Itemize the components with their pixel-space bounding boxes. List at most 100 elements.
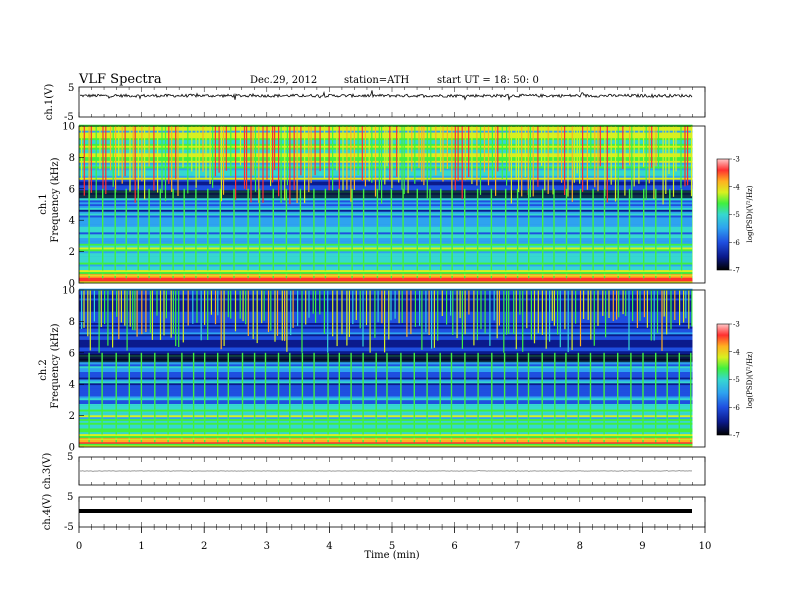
- sferic-streak: [319, 126, 321, 172]
- frequency-band: [79, 203, 693, 207]
- frequency-band: [79, 371, 693, 374]
- sferic-streak: [134, 290, 136, 331]
- frequency-band: [79, 181, 693, 184]
- frequency-band: [79, 132, 693, 135]
- periodic-line: [589, 352, 592, 444]
- frequency-band: [79, 296, 693, 299]
- frequency-band: [79, 337, 693, 340]
- sferic-streak: [672, 126, 675, 197]
- periodic-line: [115, 352, 117, 444]
- sferic-streak: [586, 126, 588, 190]
- sferic-streak: [442, 126, 444, 182]
- periodic-line: [490, 188, 493, 280]
- sferic-streak: [214, 290, 217, 325]
- frequency-band: [79, 369, 693, 372]
- sferic-streak: [571, 290, 573, 350]
- periodic-line: [426, 352, 428, 444]
- sferic-streak: [464, 126, 466, 181]
- frequency-band: [79, 158, 693, 161]
- sferic-streak: [386, 126, 388, 167]
- low-freq-line: [79, 442, 693, 444]
- frequency-band: [79, 154, 693, 158]
- sferic-streak: [639, 290, 641, 321]
- sferic-streak: [134, 126, 136, 203]
- sferic-streak: [112, 126, 114, 187]
- frequency-band: [79, 171, 693, 174]
- sferic-streak: [476, 290, 478, 341]
- sferic-streak: [308, 290, 310, 318]
- sferic-streak: [270, 290, 272, 331]
- frequency-band: [79, 198, 693, 201]
- sferic-streak: [680, 126, 682, 189]
- frequency-band: [79, 188, 693, 191]
- sferic-streak: [587, 290, 589, 320]
- colorbar-tick-label: -6: [733, 239, 740, 247]
- frequency-band: [79, 218, 693, 222]
- sferic-streak: [301, 290, 303, 353]
- frequency-band: [79, 224, 693, 227]
- frequency-band: [79, 209, 693, 212]
- sferic-streak: [100, 290, 102, 327]
- sferic-streak: [617, 126, 619, 195]
- periodic-line: [140, 352, 143, 444]
- frequency-band: [79, 298, 693, 301]
- sferic-streak: [346, 126, 348, 190]
- sferic-streak: [172, 290, 174, 334]
- sferic-streak: [491, 126, 493, 179]
- periodic-line: [416, 188, 418, 280]
- sferic-streak: [165, 290, 167, 319]
- periodic-line: [88, 352, 90, 444]
- sferic-streak: [88, 126, 90, 199]
- sferic-streak: [656, 290, 659, 334]
- sferic-streak: [561, 126, 563, 183]
- periodic-line: [439, 352, 441, 444]
- sferic-streak: [281, 290, 283, 341]
- sferic-streak: [112, 290, 114, 348]
- frequency-band: [79, 430, 693, 433]
- sferic-streak: [246, 126, 248, 190]
- sferic-streak: [446, 290, 448, 325]
- sferic-streak: [177, 126, 179, 196]
- sferic-streak: [95, 126, 97, 199]
- freq-tick-label: 8: [69, 153, 75, 164]
- periodic-line: [554, 352, 556, 444]
- sferic-streak: [124, 290, 126, 326]
- x-tick-label: 5: [389, 541, 395, 552]
- sferic-streak: [553, 290, 555, 326]
- sferic-streak: [132, 290, 134, 331]
- colorbar-tick-label: -4: [733, 183, 740, 191]
- frequency-band: [79, 134, 693, 137]
- periodic-line: [217, 352, 219, 444]
- sferic-streak: [136, 290, 138, 337]
- sferic-streak: [411, 126, 413, 172]
- frequency-band: [79, 220, 693, 223]
- frequency-band: [79, 137, 693, 141]
- sferic-streak: [144, 126, 146, 200]
- sferic-streak: [519, 290, 521, 315]
- frequency-band: [79, 320, 693, 323]
- colorbar-tick-label: -5: [733, 376, 740, 384]
- sferic-streak: [480, 290, 482, 330]
- sferic-streak: [437, 290, 439, 341]
- sferic-streak: [391, 126, 393, 189]
- sferic-streak: [661, 290, 663, 351]
- sferic-streak: [428, 290, 430, 335]
- periodic-line: [148, 188, 150, 280]
- sferic-streak: [513, 290, 515, 335]
- sferic-streak: [503, 290, 505, 353]
- sferic-streak: [582, 126, 584, 192]
- sferic-streak: [368, 126, 370, 182]
- sferic-streak: [433, 290, 435, 348]
- ch2-freq-ylabel: Frequency (kHz): [50, 323, 61, 408]
- sferic-streak: [274, 126, 276, 170]
- periodic-line: [503, 352, 506, 444]
- sferic-streak: [605, 290, 607, 338]
- periodic-line: [542, 188, 544, 280]
- periodic-line: [592, 188, 594, 280]
- sferic-streak: [289, 126, 291, 205]
- sferic-streak: [297, 290, 299, 326]
- frequency-band: [79, 409, 693, 412]
- x-tick-label: 0: [76, 541, 82, 552]
- sferic-streak: [178, 290, 180, 347]
- sferic-streak: [239, 126, 242, 166]
